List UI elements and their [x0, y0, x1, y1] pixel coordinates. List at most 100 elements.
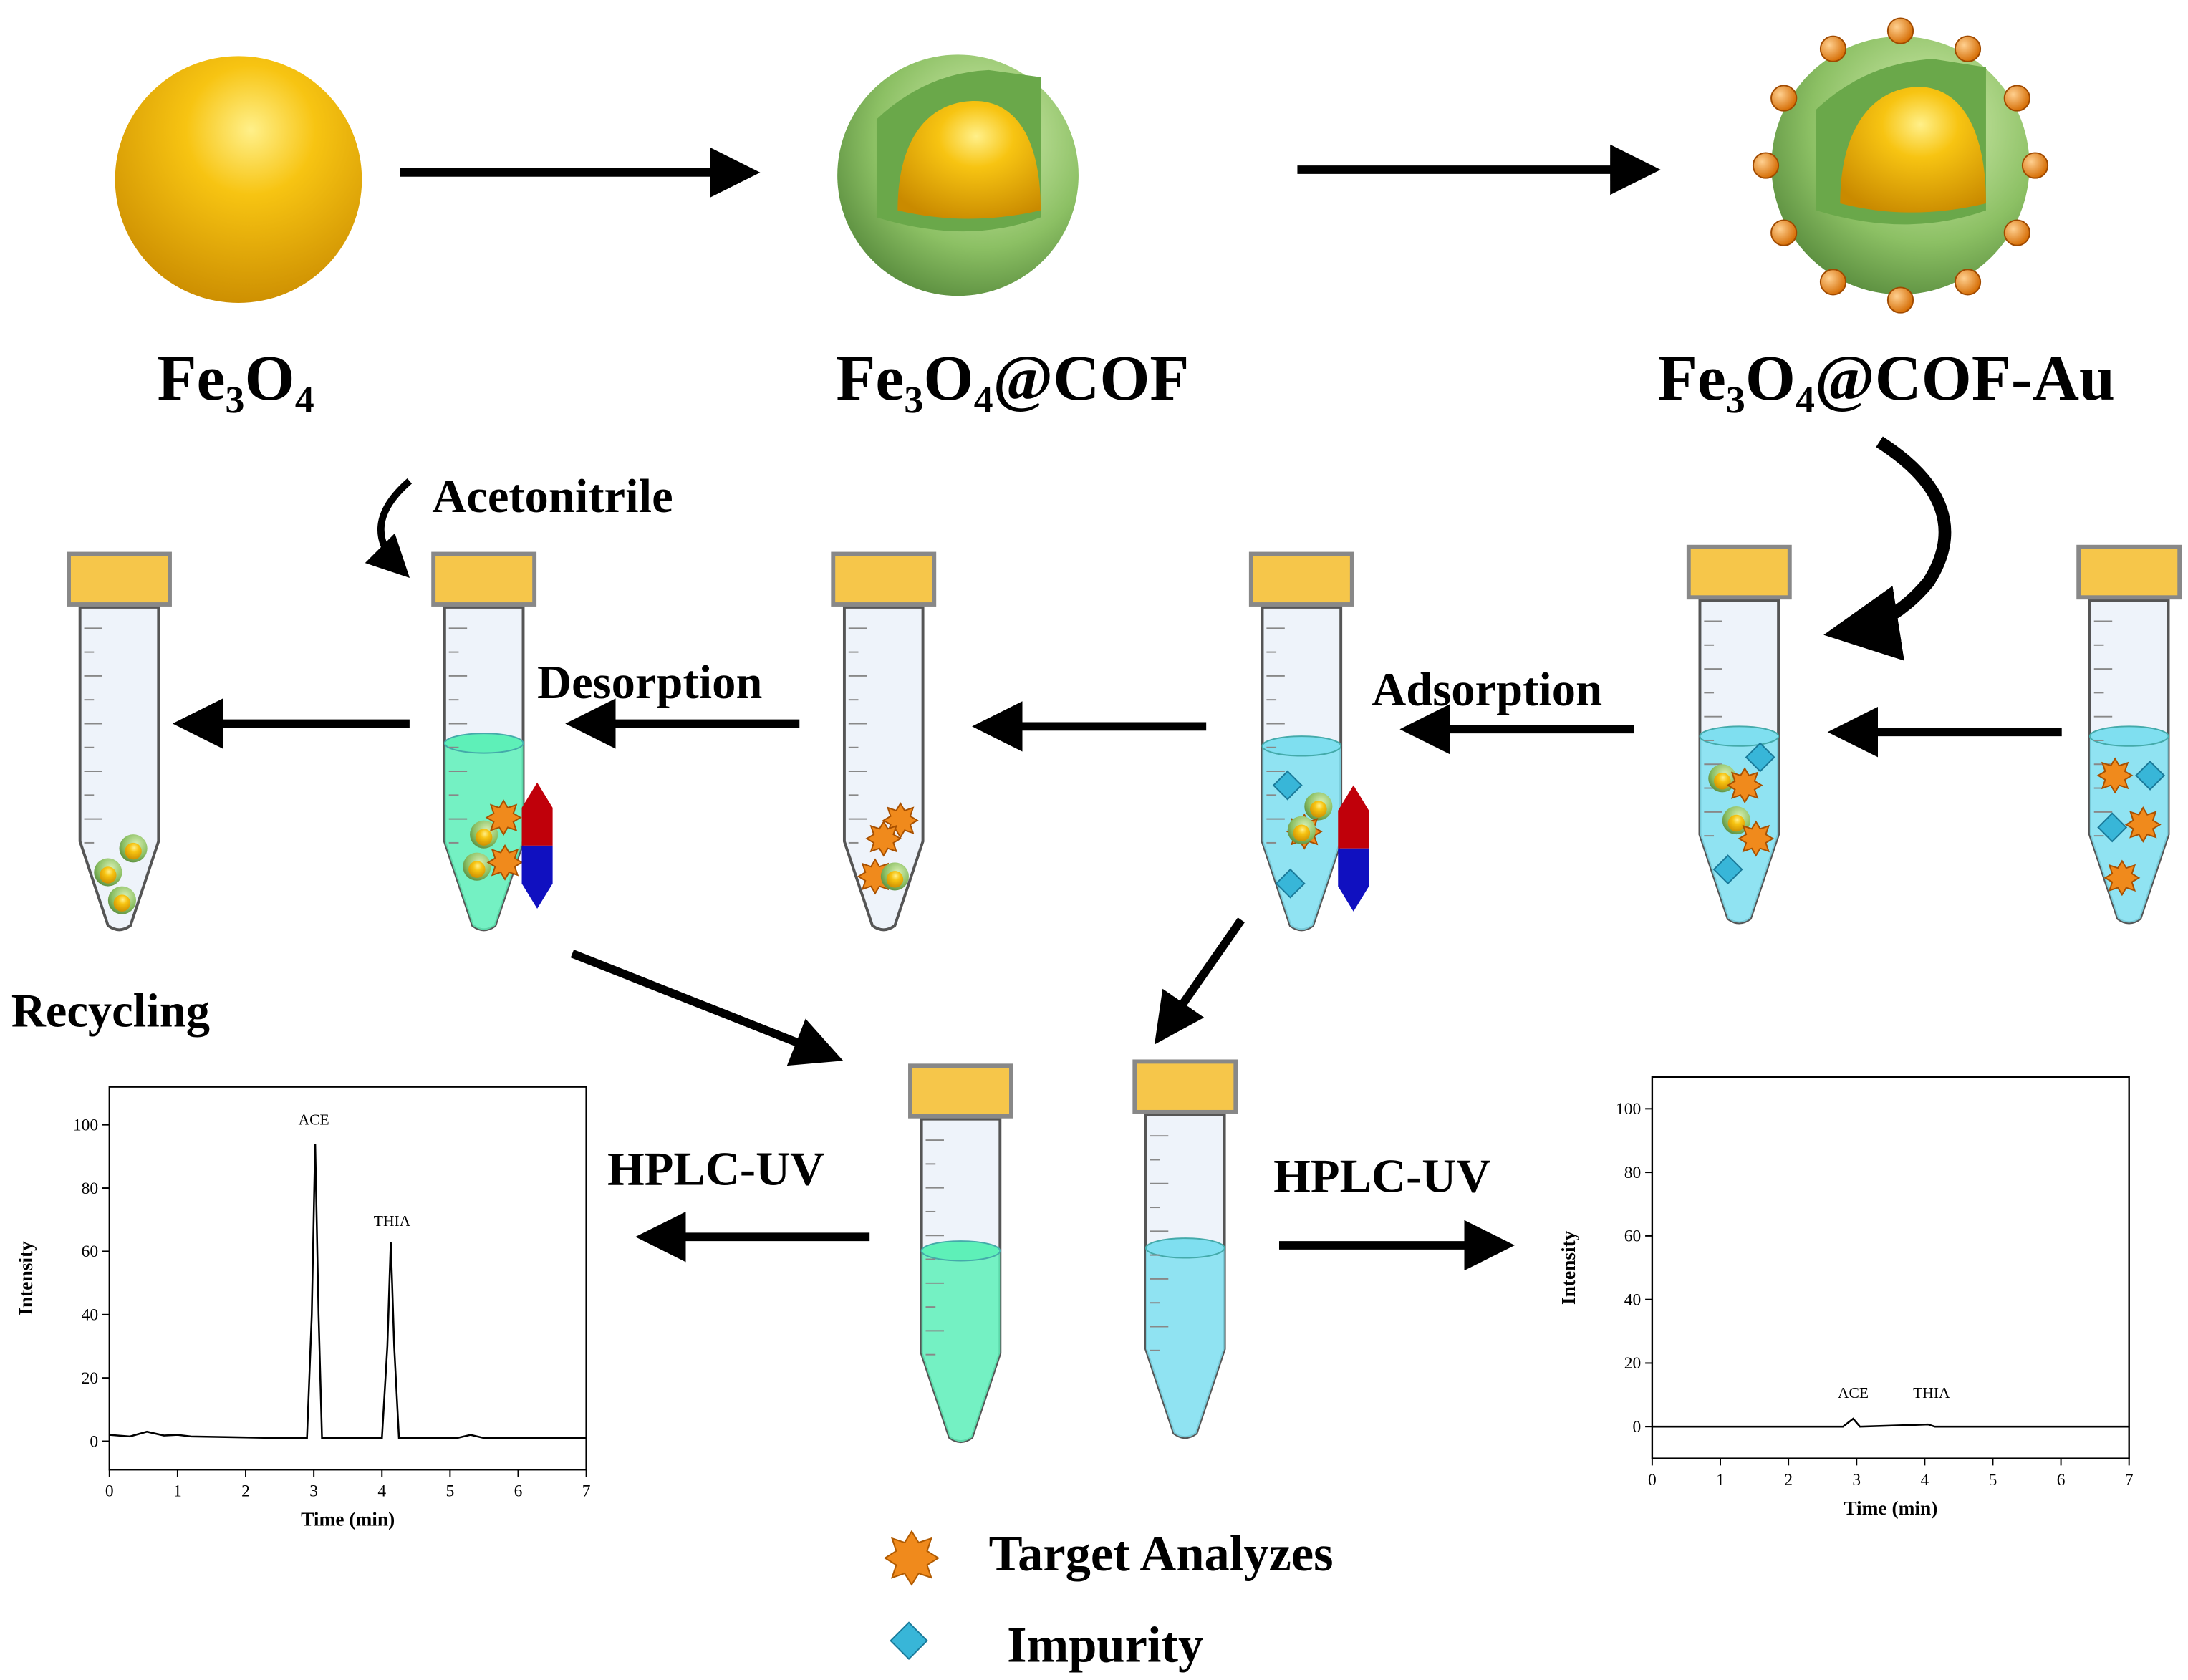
label: Recycling	[11, 985, 210, 1037]
au-dot	[1770, 85, 1798, 112]
bead-core	[1714, 773, 1731, 790]
tube-body	[842, 605, 925, 932]
x-tick-label: 5	[1989, 1471, 1997, 1490]
liquid-top	[1144, 1237, 1225, 1259]
magnet-n	[521, 782, 553, 846]
impurity	[2097, 812, 2128, 843]
tube-cap	[1686, 544, 1792, 600]
x-tick-label: 3	[309, 1482, 318, 1500]
tube	[1248, 551, 1354, 932]
x-tick-label: 6	[2057, 1471, 2066, 1490]
au-dot	[1954, 35, 1982, 62]
y-tick-label: 80	[1624, 1164, 1641, 1182]
bead-core	[475, 829, 493, 846]
tube	[431, 551, 537, 932]
analyte	[2096, 757, 2134, 794]
impurity	[1745, 742, 1775, 773]
au-dot	[1886, 17, 1914, 44]
y-axis-label: Intensity	[1558, 1230, 1579, 1305]
analyte	[2124, 806, 2162, 843]
y-tick-label: 0	[90, 1432, 98, 1451]
x-tick-label: 7	[2125, 1471, 2134, 1490]
label: Adsorption	[1372, 664, 1602, 716]
layout	[67, 17, 2182, 1661]
tube-cap	[67, 551, 172, 607]
cof-sphere	[837, 54, 1079, 296]
analyte	[485, 799, 522, 836]
bead-core	[1293, 824, 1311, 841]
y-tick-label: 0	[1632, 1418, 1641, 1437]
x-tick-label: 6	[514, 1482, 523, 1500]
x-tick-label: 1	[1716, 1471, 1725, 1490]
liquid-top	[1261, 735, 1342, 757]
y-tick-label: 20	[1624, 1354, 1641, 1373]
analyte	[2103, 859, 2141, 897]
tube	[1132, 1059, 1238, 1439]
impurity	[1712, 854, 1743, 885]
liquid-top	[443, 733, 524, 754]
liquid	[1145, 1247, 1225, 1438]
au-dot	[1886, 286, 1914, 314]
tube-cap	[831, 551, 937, 607]
y-tick-label: 100	[1616, 1100, 1641, 1119]
bead-core	[100, 866, 117, 884]
magnet-s	[521, 845, 553, 909]
plot-frame	[108, 1086, 587, 1471]
au-dot	[2003, 219, 2030, 246]
bead-core	[125, 842, 142, 860]
y-tick-label: 40	[82, 1306, 98, 1325]
peak-label: THIA	[374, 1212, 411, 1230]
y-axis-label: Intensity	[15, 1241, 37, 1315]
fe3o4-sphere	[115, 56, 362, 303]
x-axis-label: Time (min)	[1844, 1497, 1937, 1519]
y-tick-label: 100	[73, 1116, 98, 1135]
x-tick-label: 2	[241, 1482, 250, 1500]
label: Fe₃O₄@COF	[836, 343, 1189, 414]
trace	[109, 1144, 587, 1439]
y-tick-label: 20	[82, 1369, 98, 1388]
y-tick-label: 60	[1624, 1227, 1641, 1246]
au-dot	[2003, 85, 2030, 112]
au-dot	[1954, 269, 1982, 296]
label: Fe₃O₄@COF-Au	[1658, 343, 2115, 414]
tube	[2076, 544, 2182, 925]
tube	[1686, 544, 1792, 925]
magnet-s	[1338, 848, 1369, 912]
au-dot	[1770, 219, 1798, 246]
au-dot	[1819, 35, 1847, 62]
tube-body	[78, 605, 160, 932]
x-tick-label: 7	[582, 1482, 591, 1500]
label: HPLC-UV	[607, 1144, 824, 1196]
peak-label: THIA	[1913, 1384, 1950, 1401]
bead-core	[1310, 801, 1327, 818]
tube	[67, 551, 172, 932]
label: Fe₃O₄	[157, 343, 314, 414]
x-tick-label: 4	[1920, 1471, 1929, 1490]
liquid-top	[1699, 725, 1780, 747]
legend-label: Impurity	[1007, 1618, 1203, 1674]
tube-cap	[431, 551, 537, 607]
liquid	[921, 1250, 1001, 1442]
au-dot	[1819, 269, 1847, 296]
liquid-top	[2088, 725, 2169, 747]
bead-core	[468, 861, 486, 878]
bead-core	[1727, 814, 1745, 832]
label: Acetonitrile	[432, 470, 673, 523]
x-tick-label: 0	[1648, 1471, 1657, 1490]
peak-label: ACE	[1838, 1384, 1869, 1401]
legend-star	[883, 1530, 940, 1586]
cof-au-sphere	[1752, 17, 2049, 314]
impurity	[1272, 770, 1303, 801]
impurity	[1275, 868, 1306, 899]
tube-cap	[1248, 551, 1354, 607]
x-axis-label: Time (min)	[301, 1509, 395, 1530]
peak-label: ACE	[299, 1111, 329, 1129]
au-dot	[2021, 152, 2049, 179]
tube-cap	[908, 1063, 1013, 1119]
y-tick-label: 60	[82, 1242, 98, 1261]
au-dot	[1752, 152, 1780, 179]
bead-core	[113, 894, 131, 912]
x-tick-label: 1	[173, 1482, 182, 1500]
x-tick-label: 5	[446, 1482, 455, 1500]
